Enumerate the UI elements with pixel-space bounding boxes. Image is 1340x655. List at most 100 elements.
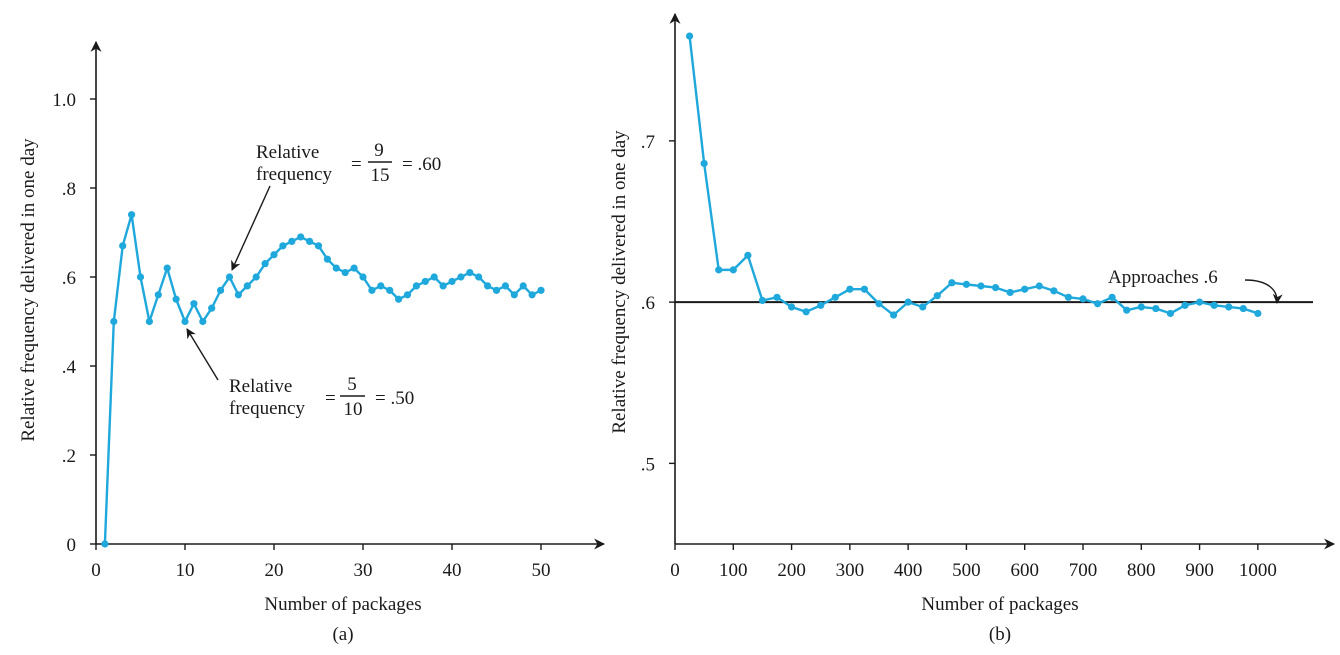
x-tick-label: 50: [532, 560, 551, 581]
data-point: [145, 317, 153, 326]
data-point: [136, 273, 145, 281]
chart-a-caption: (a): [332, 624, 353, 645]
data-point: [729, 266, 737, 274]
chart-a-x-axis-title: Number of packages: [264, 594, 421, 615]
data-point: [439, 282, 447, 290]
data-point: [492, 286, 501, 294]
annotation-equals: =: [351, 154, 362, 175]
data-point: [685, 32, 694, 40]
x-tick-label: 100: [719, 560, 748, 581]
data-point: [163, 264, 171, 272]
data-point: [421, 277, 429, 286]
data-point: [1166, 309, 1175, 318]
data-point: [279, 242, 287, 250]
data-point: [466, 268, 474, 277]
data-point: [501, 282, 509, 290]
data-point: [350, 264, 358, 272]
x-tick-label: 1000: [1239, 560, 1277, 581]
data-point: [1064, 293, 1073, 301]
data-point: [1239, 304, 1247, 313]
data-point: [1006, 288, 1014, 297]
data-point: [101, 540, 109, 548]
data-point: [700, 159, 708, 168]
y-tick-label: .6: [62, 268, 76, 289]
chart-b-caption: (b): [989, 624, 1011, 645]
data-point: [846, 285, 854, 293]
x-tick-label: 10: [176, 560, 195, 581]
annotation-arrow: [1244, 279, 1283, 304]
data-point: [1021, 285, 1029, 293]
data-point: [297, 233, 305, 241]
data-point: [341, 268, 349, 277]
data-point: [1123, 306, 1131, 314]
data-point: [1225, 303, 1233, 311]
data-point: [715, 266, 723, 274]
x-tick-label: 30: [354, 560, 373, 581]
annotation-numerator: 9: [374, 140, 384, 161]
data-point: [386, 286, 394, 294]
data-point: [991, 284, 1000, 292]
chart-b-y-axis-title: Relative frequency delivered in one day: [609, 130, 630, 434]
data-point: [395, 295, 403, 303]
data-point: [261, 260, 269, 268]
data-point: [243, 282, 251, 290]
data-point: [190, 300, 198, 308]
data-point: [225, 273, 234, 281]
data-point: [1195, 298, 1204, 306]
x-tick-label: 0: [670, 560, 680, 581]
annotation-label-line1: Relative: [229, 376, 292, 397]
data-point: [1210, 301, 1218, 309]
chart-a-series-line: [103, 213, 542, 545]
data-point: [1050, 287, 1058, 295]
annotation-equals: =: [325, 388, 336, 409]
data-point: [1137, 303, 1145, 311]
data-point: [962, 280, 971, 288]
data-point: [457, 273, 465, 281]
data-point: [860, 285, 869, 293]
x-tick-label: 300: [836, 560, 865, 581]
chart-a-y-axis-title: Relative frequency delivered in one day: [18, 138, 39, 442]
y-tick-label: .7: [641, 132, 655, 153]
chart-a-annotation-9-15: Relative frequency = 9 15 = .60: [231, 140, 441, 271]
data-point: [475, 273, 483, 281]
y-tick-label: 0: [67, 535, 77, 556]
data-point: [817, 301, 825, 309]
x-tick-label: 40: [443, 560, 462, 581]
data-point: [217, 286, 225, 294]
data-point: [875, 300, 883, 308]
x-tick-label: 200: [777, 560, 806, 581]
annotation-label-line2: frequency: [256, 164, 332, 185]
data-point: [1108, 293, 1116, 301]
data-point: [802, 308, 810, 316]
data-point: [119, 242, 127, 250]
y-tick-label: .6: [641, 293, 655, 314]
data-point: [252, 273, 260, 281]
data-point: [1079, 295, 1087, 303]
data-point: [403, 291, 412, 299]
data-point: [537, 286, 545, 294]
chart-a-ticks: 0 10 20 30 40 50 0 .2 .4 .6 .8 1.0: [52, 90, 550, 581]
annotation-result: = .50: [375, 388, 414, 409]
data-point: [977, 282, 985, 290]
annotation-arrow: [186, 328, 219, 381]
annotation-text: Approaches .6: [1108, 267, 1218, 288]
data-point: [889, 311, 898, 319]
chart-a: 0 10 20 30 40 50 0 .2 .4 .6 .8 1.0 Number of packag…: [18, 40, 606, 645]
x-tick-label: 20: [265, 560, 284, 581]
data-point: [172, 295, 180, 303]
annotation-denominator: 15: [371, 165, 390, 186]
data-point: [234, 291, 242, 299]
data-point: [1181, 301, 1189, 309]
chart-a-annotation-5-10: Relative frequency = 5 10 = .50: [186, 328, 414, 420]
chart-b-points: [685, 32, 1262, 319]
annotation-label-line2: frequency: [229, 398, 305, 419]
data-point: [510, 291, 518, 299]
data-point: [919, 303, 927, 311]
y-tick-label: 1.0: [52, 90, 76, 111]
annotation-numerator: 5: [347, 374, 357, 395]
y-tick-label: .8: [62, 179, 76, 200]
x-tick-label: 400: [894, 560, 923, 581]
data-point: [412, 282, 420, 290]
